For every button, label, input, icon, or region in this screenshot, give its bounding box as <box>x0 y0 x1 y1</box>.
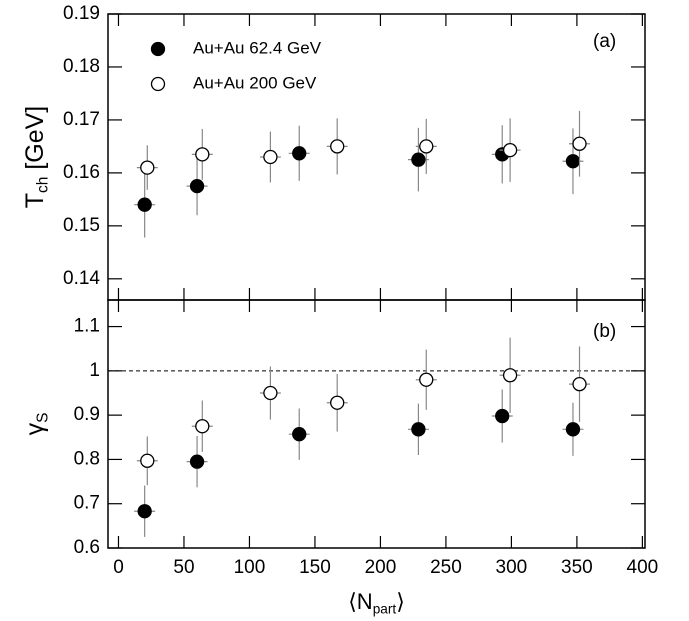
x-tick-label: 200 <box>365 557 397 578</box>
x-tick-label: 100 <box>234 557 266 578</box>
x-tick-label: 50 <box>173 557 194 578</box>
y-tick-label: 0.17 <box>63 109 100 130</box>
y-tick-label: 0.8 <box>74 448 100 469</box>
y-tick-label: 1 <box>89 360 100 381</box>
marker <box>411 152 426 167</box>
y-tick-label: 0.7 <box>74 493 100 514</box>
label-sub: part <box>373 601 397 616</box>
marker <box>502 142 518 158</box>
legend-label: Au+Au 200 GeV <box>193 73 317 92</box>
axis-label: Tch [GeV] <box>21 106 52 209</box>
marker <box>263 149 278 165</box>
marker <box>140 453 155 468</box>
marker <box>292 427 307 442</box>
label-sub: ch <box>35 177 52 193</box>
marker <box>189 178 205 194</box>
axis-label: ⟨Npart⟩ <box>348 589 405 616</box>
y-tick-label: 0.19 <box>63 3 100 24</box>
marker <box>572 376 587 392</box>
marker <box>411 422 426 437</box>
label-after: [GeV] <box>21 106 49 177</box>
marker <box>572 136 587 151</box>
marker <box>565 422 581 437</box>
y-tick-label: 0.15 <box>63 215 100 236</box>
y-tick-label: 1.1 <box>74 316 100 337</box>
marker <box>419 372 434 387</box>
label-base: γ <box>21 422 49 435</box>
axis-label: γS <box>21 413 52 436</box>
x-tick-label: 250 <box>430 557 462 578</box>
plot-frame <box>107 299 646 549</box>
x-tick-label: 350 <box>561 557 593 578</box>
label-sub: S <box>35 413 52 423</box>
plot-frame <box>107 13 646 301</box>
x-tick-label: 0 <box>113 557 124 578</box>
label-base: T <box>21 193 49 208</box>
marker <box>565 154 581 169</box>
x-tick-label: 300 <box>496 557 528 578</box>
marker <box>502 368 518 383</box>
label-base: ⟨N <box>348 589 372 614</box>
marker <box>495 408 510 424</box>
marker <box>330 395 345 410</box>
y-tick-label: 0.18 <box>63 56 100 77</box>
marker <box>419 139 434 154</box>
y-tick-label: 0.14 <box>63 268 100 289</box>
marker <box>292 146 307 161</box>
legend-marker <box>150 76 166 92</box>
marker <box>195 147 210 162</box>
panel-label: (a) <box>593 31 616 52</box>
marker <box>137 504 152 519</box>
x-tick-label: 150 <box>299 557 331 578</box>
legend-label: Au+Au 62.4 GeV <box>193 38 322 57</box>
y-tick-label: 0.9 <box>74 404 100 425</box>
marker <box>140 160 155 175</box>
legend-marker <box>150 41 166 57</box>
marker <box>189 454 205 469</box>
marker <box>330 139 345 154</box>
panel-label: (b) <box>593 321 616 342</box>
marker <box>195 419 210 434</box>
marker <box>137 197 152 212</box>
label-after: ⟩ <box>396 589 405 614</box>
y-tick-label: 0.6 <box>74 537 100 558</box>
y-tick-label: 0.16 <box>63 162 100 183</box>
x-tick-label: 400 <box>627 557 659 578</box>
marker <box>263 385 278 401</box>
